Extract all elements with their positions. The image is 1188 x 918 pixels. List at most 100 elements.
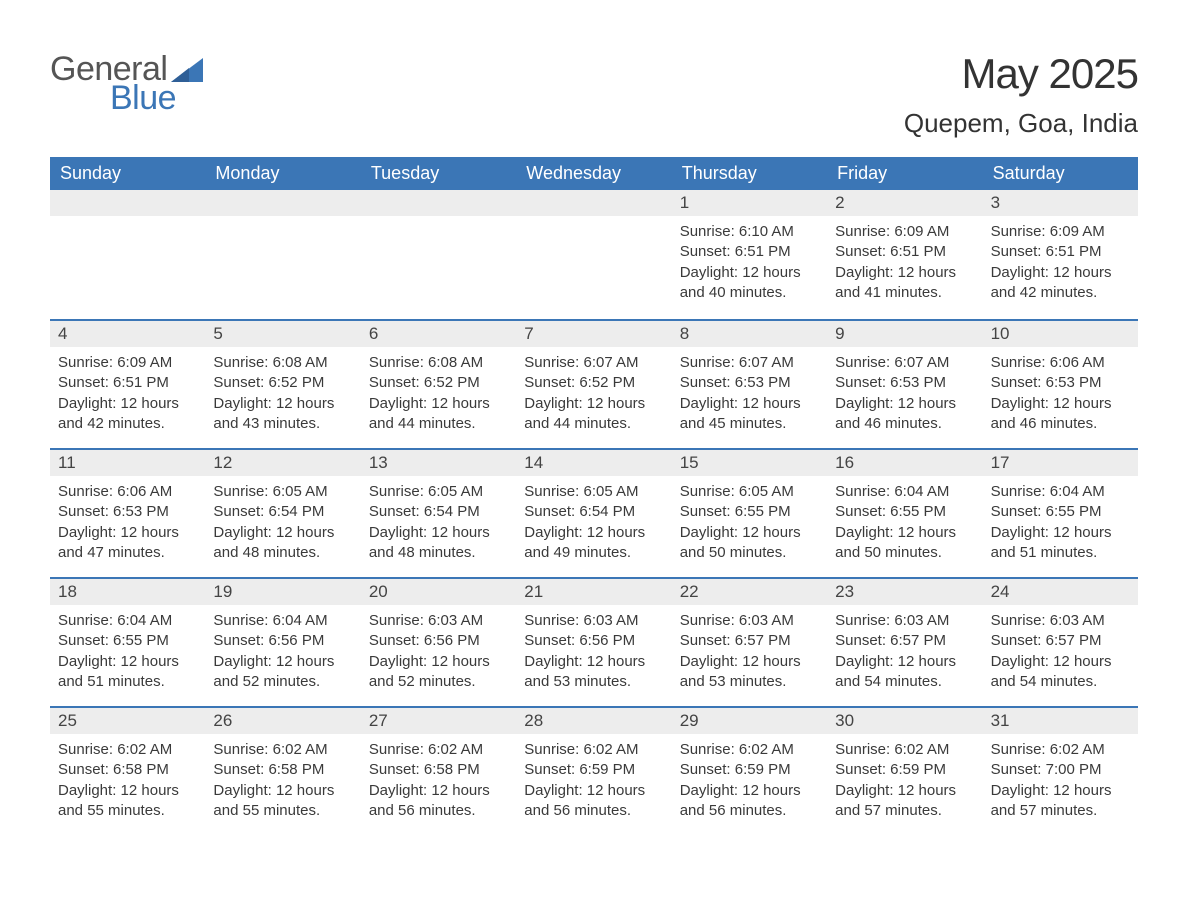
sunset-line: Sunset: 6:53 PM — [680, 373, 819, 393]
week-row: 1Sunrise: 6:10 AMSunset: 6:51 PMDaylight… — [50, 190, 1138, 319]
sunrise-line: Sunrise: 6:08 AM — [213, 353, 352, 373]
day-cell: 6Sunrise: 6:08 AMSunset: 6:52 PMDaylight… — [361, 319, 516, 447]
daylight-line: Daylight: 12 hours and 41 minutes. — [835, 263, 974, 304]
day-cell: 2Sunrise: 6:09 AMSunset: 6:51 PMDaylight… — [827, 190, 982, 318]
day-number: 16 — [827, 448, 982, 476]
sunrise-line: Sunrise: 6:03 AM — [835, 611, 974, 631]
sunset-line: Sunset: 6:55 PM — [991, 502, 1130, 522]
day-cell: 11Sunrise: 6:06 AMSunset: 6:53 PMDayligh… — [50, 448, 205, 576]
day-cell: 20Sunrise: 6:03 AMSunset: 6:56 PMDayligh… — [361, 577, 516, 705]
day-cell: 31Sunrise: 6:02 AMSunset: 7:00 PMDayligh… — [983, 706, 1138, 834]
sunrise-line: Sunrise: 6:02 AM — [991, 740, 1130, 760]
month-title: May 2025 — [904, 50, 1138, 98]
sunset-line: Sunset: 6:58 PM — [369, 760, 508, 780]
daylight-line: Daylight: 12 hours and 42 minutes. — [58, 394, 197, 435]
sunset-line: Sunset: 6:55 PM — [58, 631, 197, 651]
sunrise-line: Sunrise: 6:02 AM — [58, 740, 197, 760]
day-cell: 10Sunrise: 6:06 AMSunset: 6:53 PMDayligh… — [983, 319, 1138, 447]
daylight-line: Daylight: 12 hours and 51 minutes. — [991, 523, 1130, 564]
weekday-header: Monday — [205, 157, 360, 190]
sunrise-line: Sunrise: 6:03 AM — [680, 611, 819, 631]
day-cell: 25Sunrise: 6:02 AMSunset: 6:58 PMDayligh… — [50, 706, 205, 834]
day-details: Sunrise: 6:06 AMSunset: 6:53 PMDaylight:… — [50, 476, 205, 571]
day-number: 5 — [205, 319, 360, 347]
sunset-line: Sunset: 6:56 PM — [369, 631, 508, 651]
daylight-line: Daylight: 12 hours and 50 minutes. — [835, 523, 974, 564]
day-cell: 26Sunrise: 6:02 AMSunset: 6:58 PMDayligh… — [205, 706, 360, 834]
day-cell: 18Sunrise: 6:04 AMSunset: 6:55 PMDayligh… — [50, 577, 205, 705]
sunrise-line: Sunrise: 6:03 AM — [524, 611, 663, 631]
daylight-line: Daylight: 12 hours and 53 minutes. — [680, 652, 819, 693]
daylight-line: Daylight: 12 hours and 50 minutes. — [680, 523, 819, 564]
logo-triangle-icon — [171, 58, 203, 82]
day-details: Sunrise: 6:06 AMSunset: 6:53 PMDaylight:… — [983, 347, 1138, 442]
day-details: Sunrise: 6:03 AMSunset: 6:57 PMDaylight:… — [983, 605, 1138, 700]
day-cell: 3Sunrise: 6:09 AMSunset: 6:51 PMDaylight… — [983, 190, 1138, 318]
day-number: 29 — [672, 706, 827, 734]
sunset-line: Sunset: 6:53 PM — [991, 373, 1130, 393]
day-details: Sunrise: 6:02 AMSunset: 6:59 PMDaylight:… — [672, 734, 827, 829]
sunrise-line: Sunrise: 6:03 AM — [991, 611, 1130, 631]
logo-text-blue: Blue — [110, 79, 176, 118]
day-details: Sunrise: 6:08 AMSunset: 6:52 PMDaylight:… — [205, 347, 360, 442]
sunrise-line: Sunrise: 6:05 AM — [680, 482, 819, 502]
daylight-line: Daylight: 12 hours and 40 minutes. — [680, 263, 819, 304]
weekday-header: Tuesday — [361, 157, 516, 190]
sunset-line: Sunset: 6:51 PM — [835, 242, 974, 262]
weekday-header-row: Sunday Monday Tuesday Wednesday Thursday… — [50, 157, 1138, 190]
day-details: Sunrise: 6:04 AMSunset: 6:56 PMDaylight:… — [205, 605, 360, 700]
day-number: 11 — [50, 448, 205, 476]
day-cell: 1 Sunrise: 6:10 AMSunset: 6:51 PMDaylight… — [672, 190, 827, 318]
day-details: Sunrise: 6:07 AMSunset: 6:52 PMDaylight:… — [516, 347, 671, 442]
day-cell: 29Sunrise: 6:02 AMSunset: 6:59 PMDayligh… — [672, 706, 827, 834]
sunrise-line: Sunrise: 6:05 AM — [524, 482, 663, 502]
daylight-line: Daylight: 12 hours and 47 minutes. — [58, 523, 197, 564]
week-row: 11Sunrise: 6:06 AMSunset: 6:53 PMDayligh… — [50, 448, 1138, 577]
weekday-header: Sunday — [50, 157, 205, 190]
day-cell: 4Sunrise: 6:09 AMSunset: 6:51 PMDaylight… — [50, 319, 205, 447]
day-number: 1 — [672, 190, 827, 216]
week-row: 4Sunrise: 6:09 AMSunset: 6:51 PMDaylight… — [50, 319, 1138, 448]
sunset-line: Sunset: 6:51 PM — [680, 242, 819, 262]
day-cell — [516, 190, 671, 318]
sunrise-line: Sunrise: 6:05 AM — [213, 482, 352, 502]
sunrise-line: Sunrise: 6:03 AM — [369, 611, 508, 631]
day-number: 10 — [983, 319, 1138, 347]
day-number: 19 — [205, 577, 360, 605]
daylight-line: Daylight: 12 hours and 44 minutes. — [524, 394, 663, 435]
sunrise-line: Sunrise: 6:02 AM — [835, 740, 974, 760]
daylight-line: Daylight: 12 hours and 57 minutes. — [991, 781, 1130, 822]
day-cell: 7Sunrise: 6:07 AMSunset: 6:52 PMDaylight… — [516, 319, 671, 447]
day-number: 6 — [361, 319, 516, 347]
day-details: Sunrise: 6:03 AMSunset: 6:57 PMDaylight:… — [672, 605, 827, 700]
sunset-line: Sunset: 6:57 PM — [680, 631, 819, 651]
daylight-line: Daylight: 12 hours and 57 minutes. — [835, 781, 974, 822]
empty-day-bar — [50, 190, 205, 216]
sunrise-line: Sunrise: 6:10 AM — [680, 222, 819, 242]
sunrise-line: Sunrise: 6:08 AM — [369, 353, 508, 373]
day-number: 22 — [672, 577, 827, 605]
daylight-line: Daylight: 12 hours and 45 minutes. — [680, 394, 819, 435]
daylight-line: Daylight: 12 hours and 48 minutes. — [213, 523, 352, 564]
day-cell: 28Sunrise: 6:02 AMSunset: 6:59 PMDayligh… — [516, 706, 671, 834]
sunrise-line: Sunrise: 6:07 AM — [835, 353, 974, 373]
sunrise-line: Sunrise: 6:04 AM — [991, 482, 1130, 502]
day-number: 4 — [50, 319, 205, 347]
day-cell: 30Sunrise: 6:02 AMSunset: 6:59 PMDayligh… — [827, 706, 982, 834]
sunset-line: Sunset: 6:54 PM — [213, 502, 352, 522]
sunrise-line: Sunrise: 6:09 AM — [991, 222, 1130, 242]
sunrise-line: Sunrise: 6:02 AM — [369, 740, 508, 760]
day-number: 12 — [205, 448, 360, 476]
sunset-line: Sunset: 6:54 PM — [369, 502, 508, 522]
day-cell: 27Sunrise: 6:02 AMSunset: 6:58 PMDayligh… — [361, 706, 516, 834]
day-cell: 16Sunrise: 6:04 AMSunset: 6:55 PMDayligh… — [827, 448, 982, 576]
sunset-line: Sunset: 6:58 PM — [213, 760, 352, 780]
day-details: Sunrise: 6:05 AMSunset: 6:55 PMDaylight:… — [672, 476, 827, 571]
day-details: Sunrise: 6:07 AMSunset: 6:53 PMDaylight:… — [672, 347, 827, 442]
sunset-line: Sunset: 6:52 PM — [369, 373, 508, 393]
day-cell: 22Sunrise: 6:03 AMSunset: 6:57 PMDayligh… — [672, 577, 827, 705]
day-cell: 14Sunrise: 6:05 AMSunset: 6:54 PMDayligh… — [516, 448, 671, 576]
day-cell — [361, 190, 516, 318]
day-details: Sunrise: 6:05 AMSunset: 6:54 PMDaylight:… — [516, 476, 671, 571]
sunrise-line: Sunrise: 6:02 AM — [524, 740, 663, 760]
